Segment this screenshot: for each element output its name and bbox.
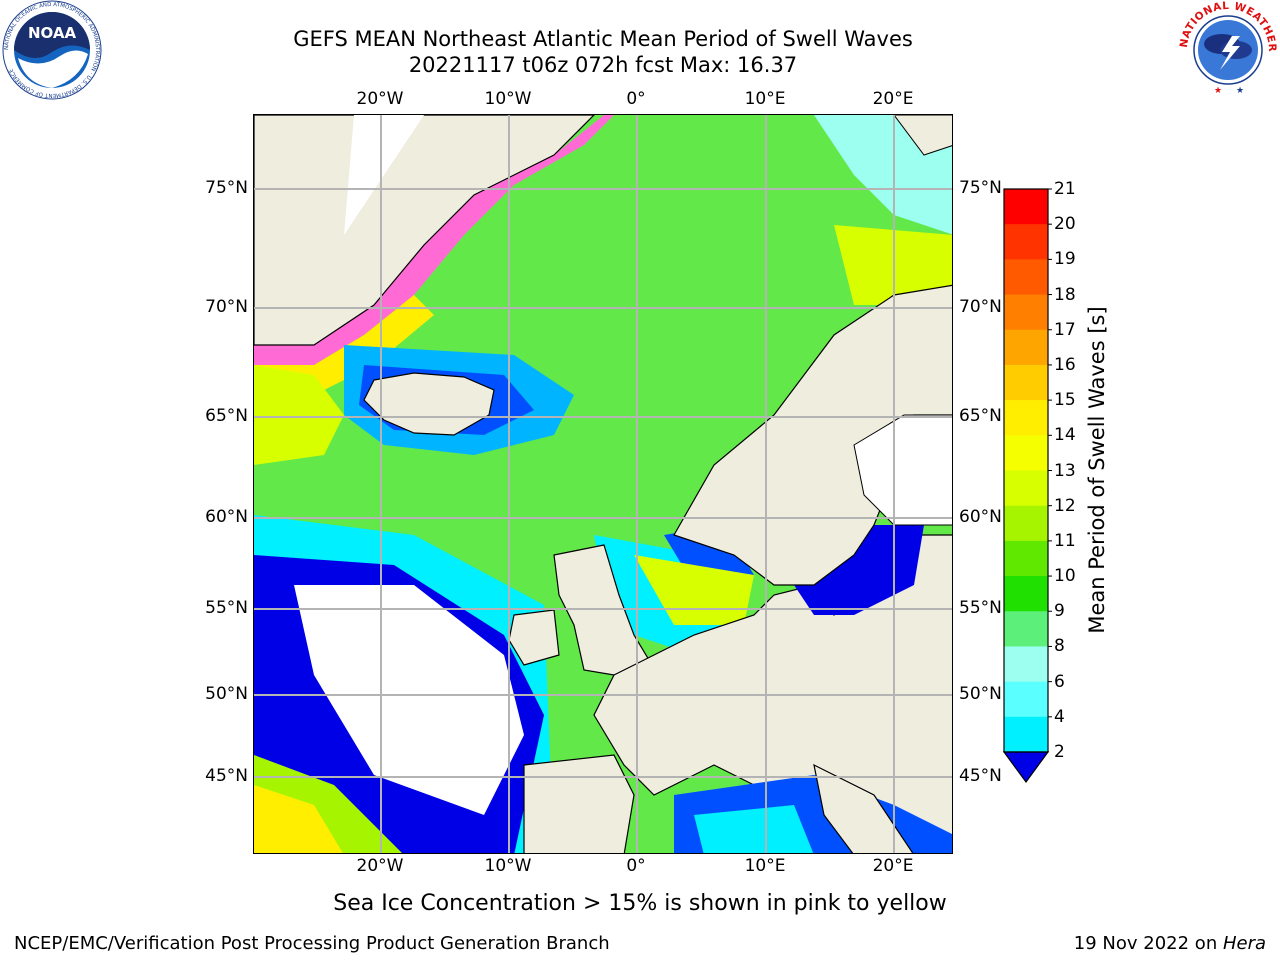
svg-text:★: ★ [1236,86,1244,96]
lat-label-right-45n: 45°N [959,766,1002,786]
lon-label-top-20w: 20°W [356,89,404,109]
lon-label-bottom-0: 0° [626,856,646,876]
colorbar-tick-label: 21 [1054,179,1076,199]
colorbar-cell [1004,716,1048,753]
colorbar-tick-label: 2 [1054,742,1065,762]
colorbar-tick-label: 13 [1054,460,1076,481]
footer-machine: Hera [1222,933,1266,954]
colorbar-cell [1004,470,1048,507]
colorbar-tick-label: 4 [1054,706,1065,727]
lat-label-right-50n: 50°N [959,684,1002,704]
lat-label-right-65n: 65°N [959,406,1002,426]
lat-label-left-50n: 50°N [205,684,248,704]
lat-label-left-45n: 45°N [205,766,248,786]
nws-logo: NATIONAL WEATHER SERVICE ★ ★ [1172,0,1280,108]
colorbar-cell [1004,189,1048,225]
ocean-field-sw-yellow [254,785,343,853]
lat-label-left-70n: 70°N [205,297,248,317]
lat-label-left-55n: 55°N [205,598,248,618]
footer-date: 19 Nov 2022 on Hera [1074,933,1266,954]
ocean-field-sw-masked [294,585,524,815]
lon-label-top-10w: 10°W [484,89,532,109]
svalbard-land [893,115,952,156]
lon-label-top-0: 0° [626,89,646,109]
colorbar [1000,188,1052,788]
iberia-land [523,754,635,853]
colorbar-extend-arrow [1002,751,1050,784]
ocean-field-west-yellow [254,365,344,465]
colorbar-cell [1004,505,1048,542]
italy-land [813,763,914,853]
sea-ice-note: Sea Ice Concentration > 15% is shown in … [333,891,947,916]
lon-label-bottom-10e: 10°E [744,856,786,876]
colorbar-cell [1004,329,1048,366]
colorbar-tick-label: 12 [1054,495,1076,516]
chart-subtitle: 20221117 t06z 072h fcst Max: 16.37 [408,53,798,77]
lat-label-right-55n: 55°N [959,598,1002,618]
iceland-land [363,372,495,436]
colorbar-cell [1004,259,1048,296]
lon-label-top-10e: 10°E [744,89,786,109]
ocean-field-med-cyan [694,805,814,853]
svg-text:★: ★ [1214,86,1222,96]
lon-label-bottom-20e: 20°E [872,856,914,876]
colorbar-cell [1004,681,1048,718]
colorbar-cell [1004,435,1048,471]
colorbar-cell [1004,540,1048,577]
lat-label-right-75n: 75°N [959,178,1002,198]
colorbar-tick-label: 15 [1054,390,1076,411]
lon-label-top-20e: 20°E [872,89,914,109]
finland-gulf-masked [853,414,952,526]
colorbar-cell [1004,294,1048,331]
colorbar-tick-label: 6 [1054,671,1065,692]
colorbar-tick-label: 17 [1054,319,1076,340]
colorbar-tick-label: 11 [1054,530,1076,551]
chart-title: GEFS MEAN Northeast Atlantic Mean Period… [293,27,913,51]
lat-label-left-60n: 60°N [205,507,248,527]
colorbar-cell [1004,611,1048,647]
colorbar-tick-label: 16 [1054,354,1076,375]
colorbar-cell [1004,646,1048,683]
colorbar-cell [1004,576,1048,612]
lat-label-right-70n: 70°N [959,297,1002,317]
colorbar-tick-label: 20 [1054,214,1076,235]
ocean-field-baltic-blue [794,525,924,615]
colorbar-tick-label: 14 [1054,425,1076,446]
lon-label-bottom-20w: 20°W [356,856,404,876]
colorbar-tick-label: 9 [1054,601,1065,622]
lon-label-bottom-10w: 10°W [484,856,532,876]
swell-period-map [253,114,953,854]
colorbar-tick-label: 10 [1054,566,1076,587]
footer-credit: NCEP/EMC/Verification Post Processing Pr… [14,933,610,954]
footer-date-text: 19 Nov 2022 on [1073,933,1223,954]
noaa-logo: NOAA NATIONAL OCEANIC AND ATMOSPHERIC AD… [0,0,105,109]
colorbar-cell [1004,224,1048,260]
graticule [254,115,952,853]
colorbar-cell [1004,364,1048,401]
colorbar-label: Mean Period of Swell Waves [s] [1085,306,1109,634]
sea-ice-band-pink [254,115,614,365]
lat-label-left-65n: 65°N [205,406,248,426]
colorbar-outline [1003,188,1049,753]
colorbar-tick-label: 18 [1054,284,1076,305]
colorbar-tick-label: 19 [1054,249,1076,270]
greenland-interior [344,115,424,235]
lat-label-right-60n: 60°N [959,507,1002,527]
ocean-field-northsea-yellow [634,555,754,625]
noaa-logo-text: NOAA [28,24,77,42]
lat-label-left-75n: 75°N [205,178,248,198]
colorbar-cell [1004,400,1048,436]
colorbar-tick-label: 8 [1054,636,1065,657]
